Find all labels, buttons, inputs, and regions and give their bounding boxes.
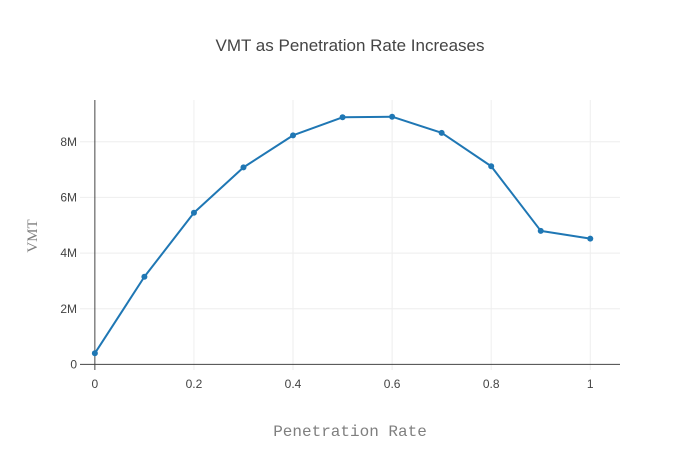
x-tick-label: 1 <box>587 377 594 391</box>
data-point <box>141 273 148 280</box>
grid-lines <box>80 100 620 370</box>
data-point <box>438 129 445 136</box>
x-tick-labels: 0 0.2 0.4 0.6 0.8 1 <box>92 377 594 391</box>
data-point <box>339 114 346 121</box>
data-point <box>240 164 247 171</box>
x-tick-label: 0.8 <box>483 377 500 391</box>
x-tick-label: 0 <box>92 377 99 391</box>
y-axis-label: VMT <box>25 219 41 252</box>
series-line <box>94 115 591 354</box>
y-tick-label: 8M <box>60 135 77 149</box>
data-series <box>91 113 594 357</box>
y-tick-label: 2M <box>60 302 77 316</box>
data-point <box>389 113 396 120</box>
data-point <box>488 163 495 170</box>
data-point <box>537 227 544 234</box>
data-point <box>290 132 297 139</box>
x-axis-label: Penetration Rate <box>273 423 427 441</box>
axes <box>80 100 620 370</box>
y-tick-labels: 0 2M 4M 6M 8M <box>60 135 77 372</box>
x-tick-label: 0.4 <box>285 377 302 391</box>
data-point <box>587 235 594 242</box>
x-tick-label: 0.6 <box>384 377 401 391</box>
data-point <box>91 350 98 357</box>
y-tick-label: 0 <box>70 357 77 371</box>
y-tick-label: 4M <box>60 246 77 260</box>
y-tick-label: 6M <box>60 190 77 204</box>
x-tick-label: 0.2 <box>186 377 203 391</box>
chart-title: VMT as Penetration Rate Increases <box>216 36 485 55</box>
data-point <box>190 209 197 216</box>
